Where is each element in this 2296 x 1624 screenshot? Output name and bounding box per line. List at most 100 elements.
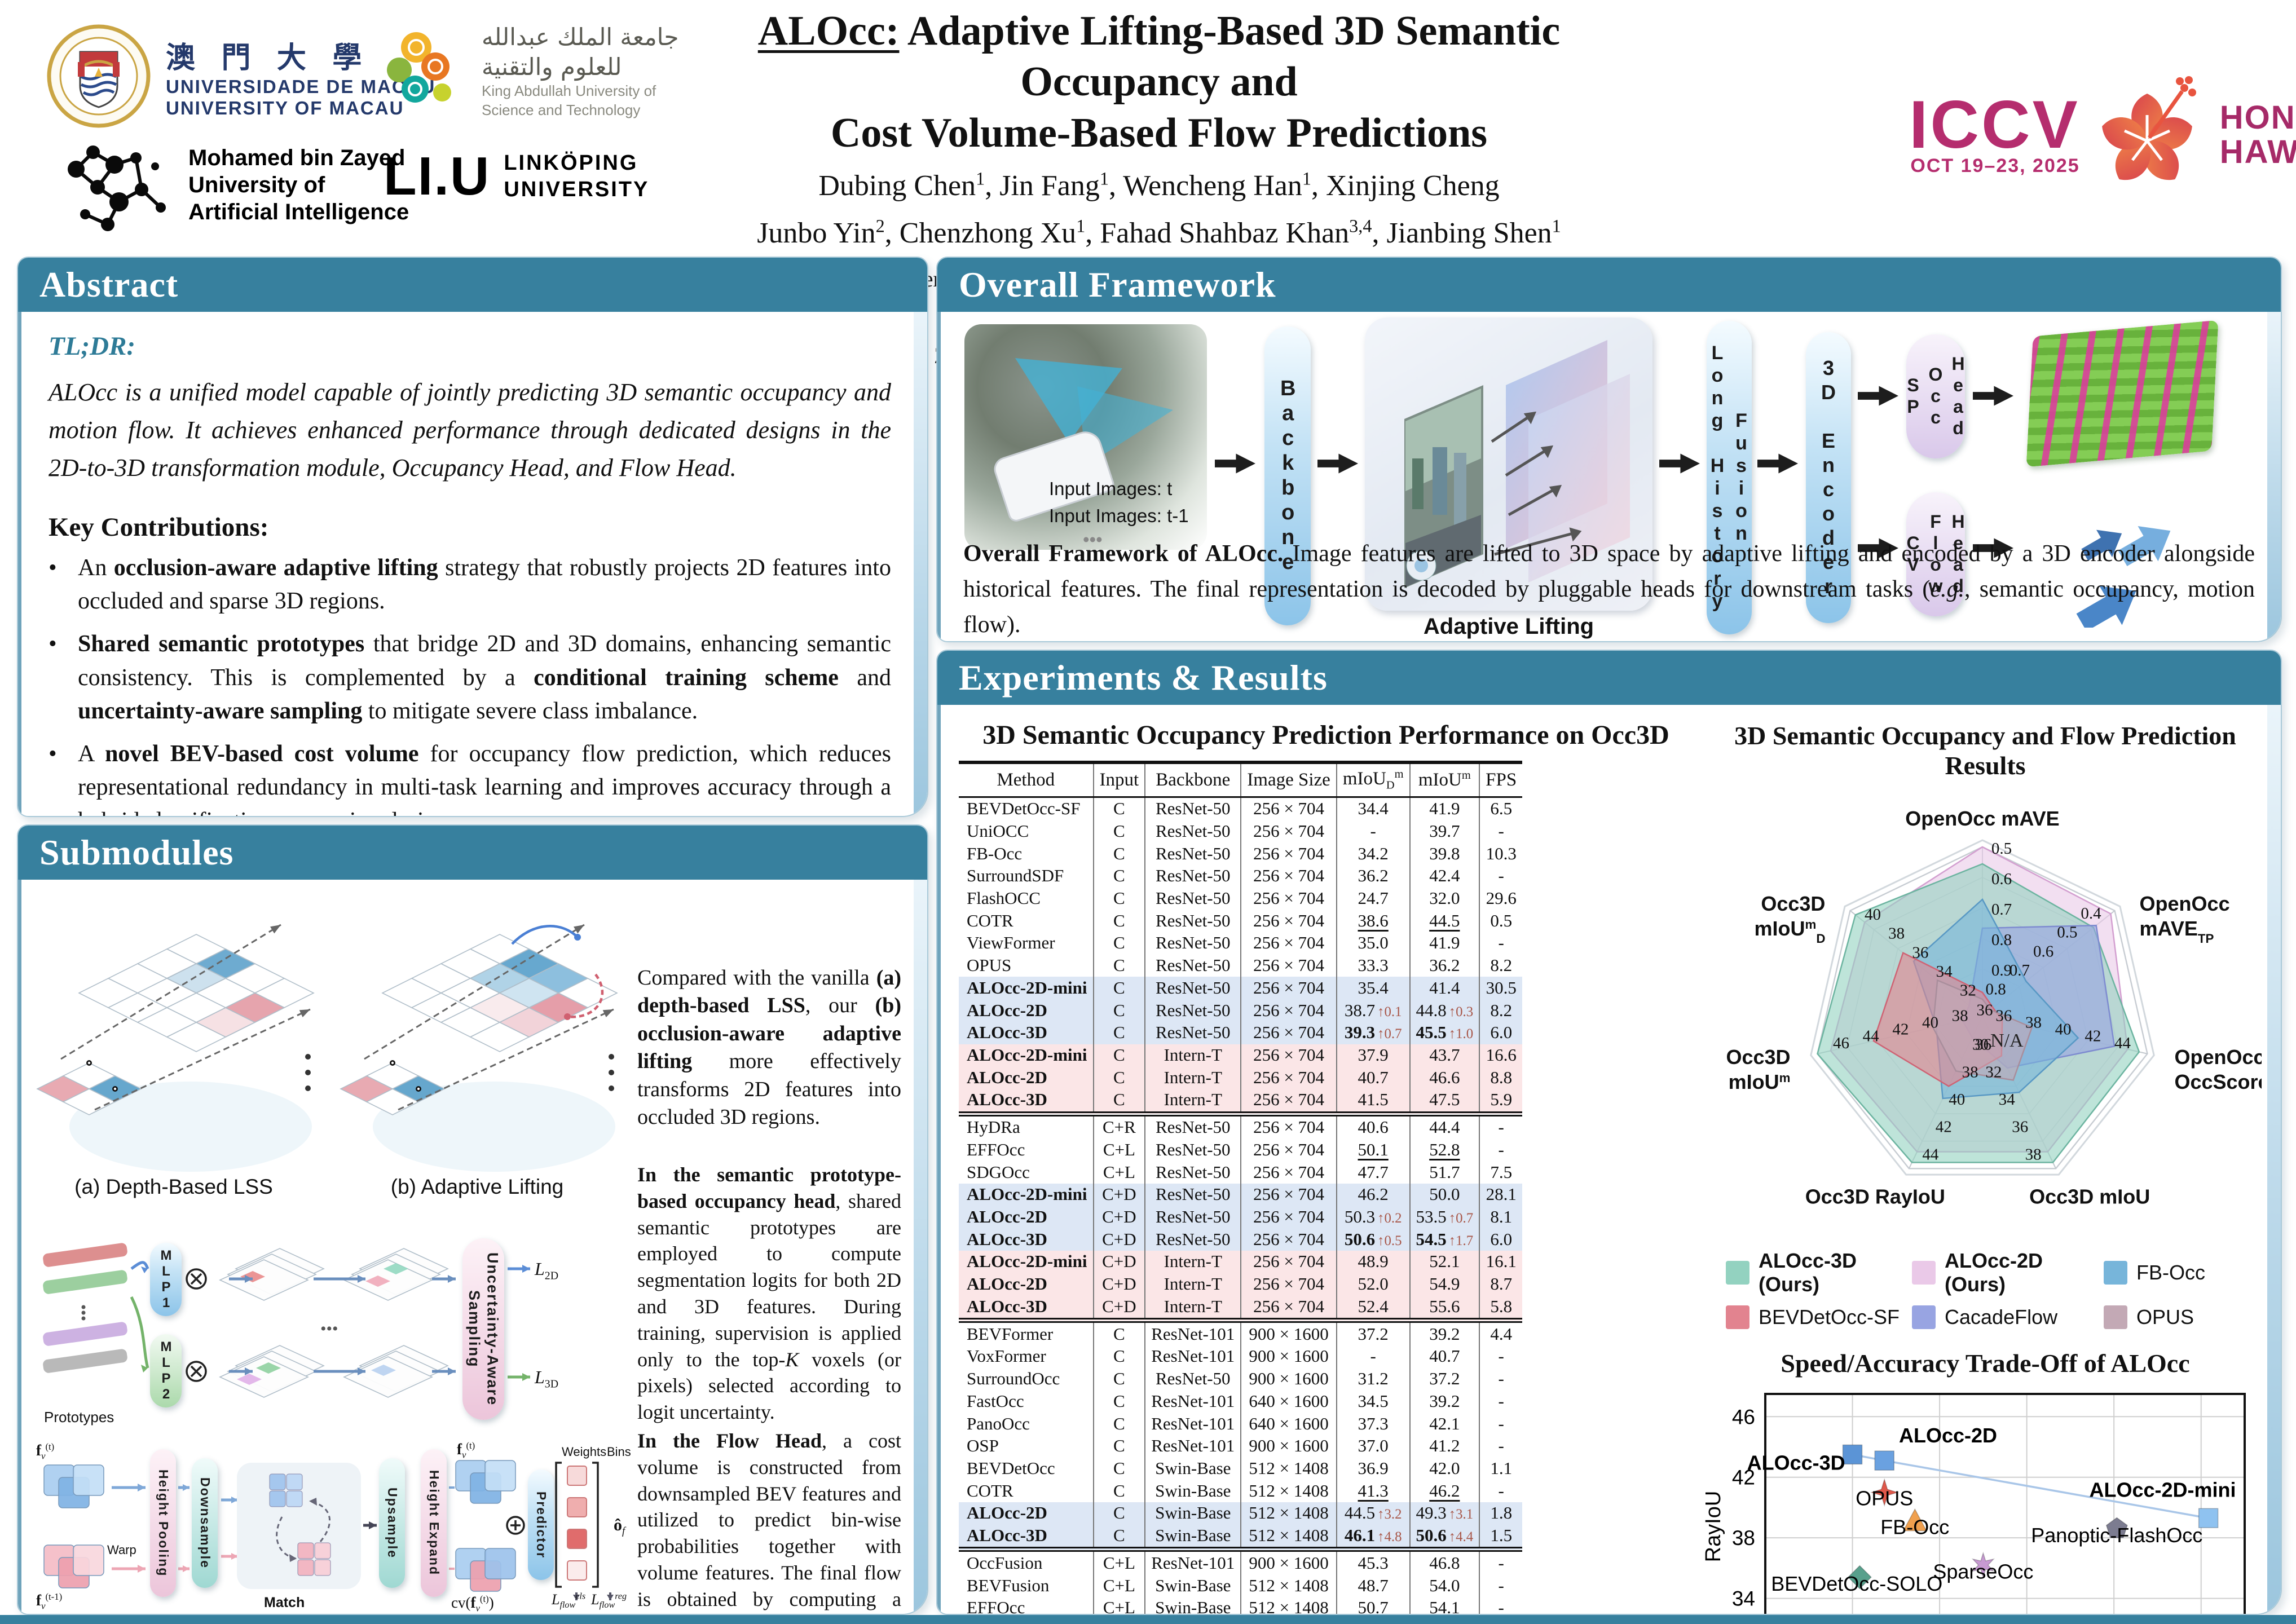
iccv-wordmark: ICCV [1909, 86, 2080, 162]
hibiscus-flower-icon [2101, 76, 2196, 180]
svg-text:46: 46 [1732, 1405, 1755, 1428]
radar-legend: ALOcc-3D (Ours) ALOcc-2D (Ours) FB-Occ BEVD… [1726, 1249, 2267, 1329]
kaust-beacon-icon [387, 32, 451, 103]
table-row: FB-Occ C ResNet-50 256 × 704 34.2 39.8 10.3 [959, 842, 1523, 865]
semantic-occupancy-output [2026, 320, 2219, 467]
tldr-label: TL;DR: [49, 332, 136, 361]
input-images-thumbnail: Input Images: t Input Images: t-1 ••• [964, 324, 1207, 550]
table-row: BEVFusion C+L Swin-Base 512 × 1408 48.7 54.0- [959, 1574, 1523, 1597]
height-expand-block: Height Expand [421, 1449, 447, 1597]
depth-based-lss-diagram [36, 924, 315, 1172]
legend-swatch [1912, 1261, 1936, 1285]
svg-text:RayIoU: RayIoU [1703, 1491, 1725, 1563]
framework-panel: Overall Framework Input Images: t Input … [936, 257, 2282, 642]
legend-item: ALOcc-3D (Ours) [1726, 1249, 1912, 1296]
input-t-label: Input Images: t [1049, 478, 1173, 499]
submodules-panel: Submodules (a) Depth-Based LSS (b) Adapt… [17, 824, 928, 1615]
um-portuguese-name: UNIVERSIDADE DE MACAU [166, 76, 436, 97]
legend-item: ALOcc-2D (Ours) [1912, 1249, 2104, 1296]
svg-text:N/A: N/A [1990, 1030, 2024, 1051]
svg-text:46: 46 [1833, 1034, 1849, 1052]
more-frames-dots: ••• [1083, 529, 1103, 550]
liu-name-line2: UNIVERSITY [504, 178, 650, 201]
svg-text:40: 40 [1922, 1014, 1938, 1032]
adaptive-lifting-block [1365, 317, 1652, 611]
svg-text:40: 40 [1865, 906, 1881, 924]
svg-text:0.7: 0.7 [2009, 961, 2030, 979]
table-row: ViewFormer C ResNet-50 256 × 704 35.0 41.9- [959, 932, 1523, 955]
svg-text:42: 42 [1892, 1021, 1909, 1039]
mbzuai-name-line3: Artificial Intelligence [188, 199, 409, 224]
table-row: FlashOCC C ResNet-50 256 × 704 24.7 32.0 29.6 [959, 887, 1523, 910]
authors-line2: Junbo Yin2, Chenzhong Xu1, Fahad Shahbaz… [757, 215, 1561, 249]
upsample-block: Upsample [379, 1458, 405, 1588]
scatter-chart-title: Speed/Accuracy Trade-Off of ALOcc [1781, 1349, 2190, 1378]
svg-text:0.7: 0.7 [1991, 901, 2012, 919]
svg-text:40: 40 [1949, 1091, 1965, 1109]
kaust-arabic-line1: جامعة الملك عبدالله [482, 23, 679, 51]
svg-text:0.9: 0.9 [1991, 961, 2012, 979]
svg-text:44: 44 [1922, 1145, 1939, 1163]
fvt1-label: fv(t-1) [36, 1591, 63, 1612]
legend-item: BEVDetOcc-SF [1726, 1305, 1912, 1329]
mlp2-block: MLP2 [150, 1334, 182, 1407]
table-row: FastOcc C ResNet-101 640 × 1600 34.5 39.2- [959, 1390, 1523, 1413]
svg-text:Occ3D: Occ3D [1726, 1045, 1790, 1069]
svg-text:ALOcc-2D: ALOcc-2D [1899, 1424, 1997, 1447]
um-english-name: UNIVERSITY OF MACAU [166, 97, 404, 118]
adaptive-lifting-diagram [340, 924, 618, 1172]
authors-line1: Dubing Chen1, Jin Fang1, Wencheng Han1, … [818, 168, 1500, 202]
svg-text:30: 30 [1972, 1036, 1989, 1054]
svg-text:0.6: 0.6 [2033, 942, 2053, 960]
legend-swatch [2104, 1261, 2127, 1285]
table-row: ALOcc-3D C Intern-T 256 × 704 41.5 47.5 5.9 [959, 1088, 1523, 1114]
svg-text:0.5: 0.5 [2057, 924, 2077, 942]
contribution-bullet: • An occlusion-aware adaptive lifting str… [49, 554, 891, 615]
adaptive-lifting-label: Adaptive Lifting [1423, 614, 1594, 639]
height-pooling-block: Height Pooling [150, 1449, 176, 1597]
svg-text:mIoUmD: mIoUmD [1754, 917, 1825, 946]
table-row: ALOcc-2D-mini C Intern-T 256 × 704 37.9 43.7 1… [959, 1044, 1523, 1067]
svg-text:34: 34 [1999, 1091, 2016, 1109]
mbzuai-name-line1: Mohamed bin Zayed [188, 145, 406, 170]
key-contributions-label: Key Contributions: [49, 512, 269, 542]
proto-dots: ••• [320, 1320, 338, 1338]
submodule-text-occ-head: In the semantic prototype-based occupanc… [637, 1163, 902, 1424]
table-row: UniOCC C ResNet-50 256 × 704-39.7- [959, 820, 1523, 843]
table-row: BEVDetOcc-SF C ResNet-50 256 × 704 34.4 41.9 6… [959, 797, 1523, 820]
svg-text:40: 40 [2055, 1021, 2072, 1039]
uncertainty-aware-sampling-block: Uncertainty-Aware Sampling [462, 1238, 504, 1420]
contribution-bullet: • Shared semantic prototypes that bridge … [49, 630, 891, 725]
svg-text:34: 34 [1732, 1587, 1755, 1610]
radar-chart-title: 3D Semantic Occupancy and Flow Predictio… [1734, 721, 2236, 780]
loss-flow-reg-label: Lflowreg [591, 1591, 627, 1610]
linkoping-university-logo: LI.U LINKÖPING UNIVERSITY [384, 145, 649, 208]
table-row: COTR C ResNet-50 256 × 704 38.6 44.5 0.5 [959, 910, 1523, 932]
legend-swatch [1912, 1305, 1936, 1329]
svg-text:Panoptic-FlashOcc: Panoptic-FlashOcc [2031, 1524, 2202, 1547]
svg-text:Occ3D: Occ3D [1761, 892, 1825, 915]
occ3d-results-table: Method Input Backbone Image Size mIoUDm mIoUm… [959, 761, 1523, 1614]
table-row: ALOcc-3D C ResNet-50 256 × 704 39.3 ↑0.7 45.5 ↑… [959, 1021, 1523, 1044]
table-row: HyDRa C+R ResNet-50 256 × 704 40.6 44.4- [959, 1114, 1523, 1139]
svg-text:OpenOcc: OpenOcc [2140, 892, 2230, 915]
flow-head-diagram: fv(t) fv(t-1) Warp Height Pooling Downsa… [27, 1438, 636, 1613]
svg-text:OpenOcc: OpenOcc [2174, 1045, 2262, 1069]
svg-text:32: 32 [1985, 1063, 2002, 1081]
table-row: ALOcc-2D C Intern-T 256 × 704 40.7 46.6 8.8 [959, 1066, 1523, 1089]
loss-3d-label: L3D [535, 1367, 559, 1391]
predictor-block: Predictor [528, 1469, 554, 1580]
svg-text:mIoUm: mIoUm [1729, 1070, 1791, 1093]
table-row: ALOcc-2D C+D ResNet-50 256 × 704 50.3 ↑0.2 53.… [959, 1206, 1523, 1229]
table-row: SurroundOcc C ResNet-50 900 × 1600 31.2 37.2- [959, 1367, 1523, 1391]
tldr-paragraph: ALOcc is a unified model capable of join… [49, 378, 891, 482]
table-row: ALOcc-2D-mini C ResNet-50 256 × 704 35.4 41.4… [959, 977, 1523, 1000]
framework-header: Overall Framework [937, 258, 2281, 312]
svg-text:42: 42 [1936, 1118, 1952, 1136]
svg-text:Occ3D RayIoU: Occ3D RayIoU [1805, 1185, 1945, 1208]
mbzuai-logo: Mohamed bin Zayed University of Artifici… [54, 135, 409, 234]
legend-swatch [1726, 1305, 1749, 1329]
svg-text:ALOcc-3D: ALOcc-3D [1747, 1451, 1845, 1474]
flow-arrow [1757, 453, 1798, 474]
svg-text:38: 38 [1962, 1063, 1978, 1081]
